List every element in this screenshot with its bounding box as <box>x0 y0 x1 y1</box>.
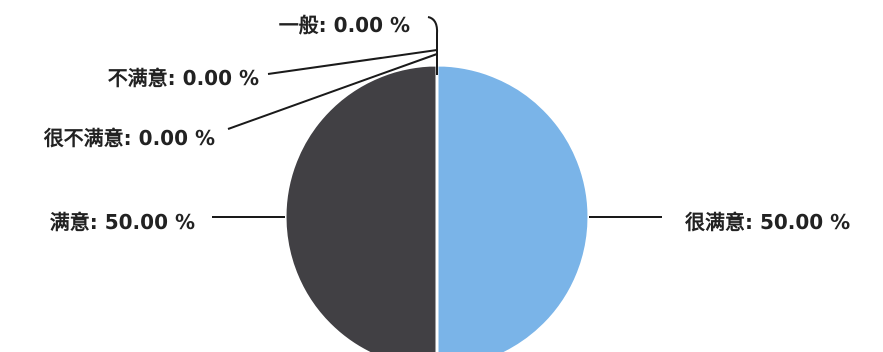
slice-label-satisfied: 满意: 50.00 % <box>50 210 195 234</box>
slice-label-very-dissatisfied: 很不满意: 0.00 % <box>44 126 215 150</box>
pie-slice-0 <box>435 63 591 352</box>
slice-label-very-satisfied: 很满意: 50.00 % <box>685 210 850 234</box>
leader-line-neutral <box>427 16 439 75</box>
leader-line-very-dissatisfied <box>227 53 438 130</box>
slice-label-dissatisfied: 不满意: 0.00 % <box>108 66 259 90</box>
slice-label-neutral: 一般: 0.00 % <box>279 13 410 37</box>
leader-lines <box>212 16 662 218</box>
pie-slices <box>283 63 591 352</box>
leader-line-dissatisfied <box>267 49 438 75</box>
pie-slice-1 <box>283 63 439 352</box>
